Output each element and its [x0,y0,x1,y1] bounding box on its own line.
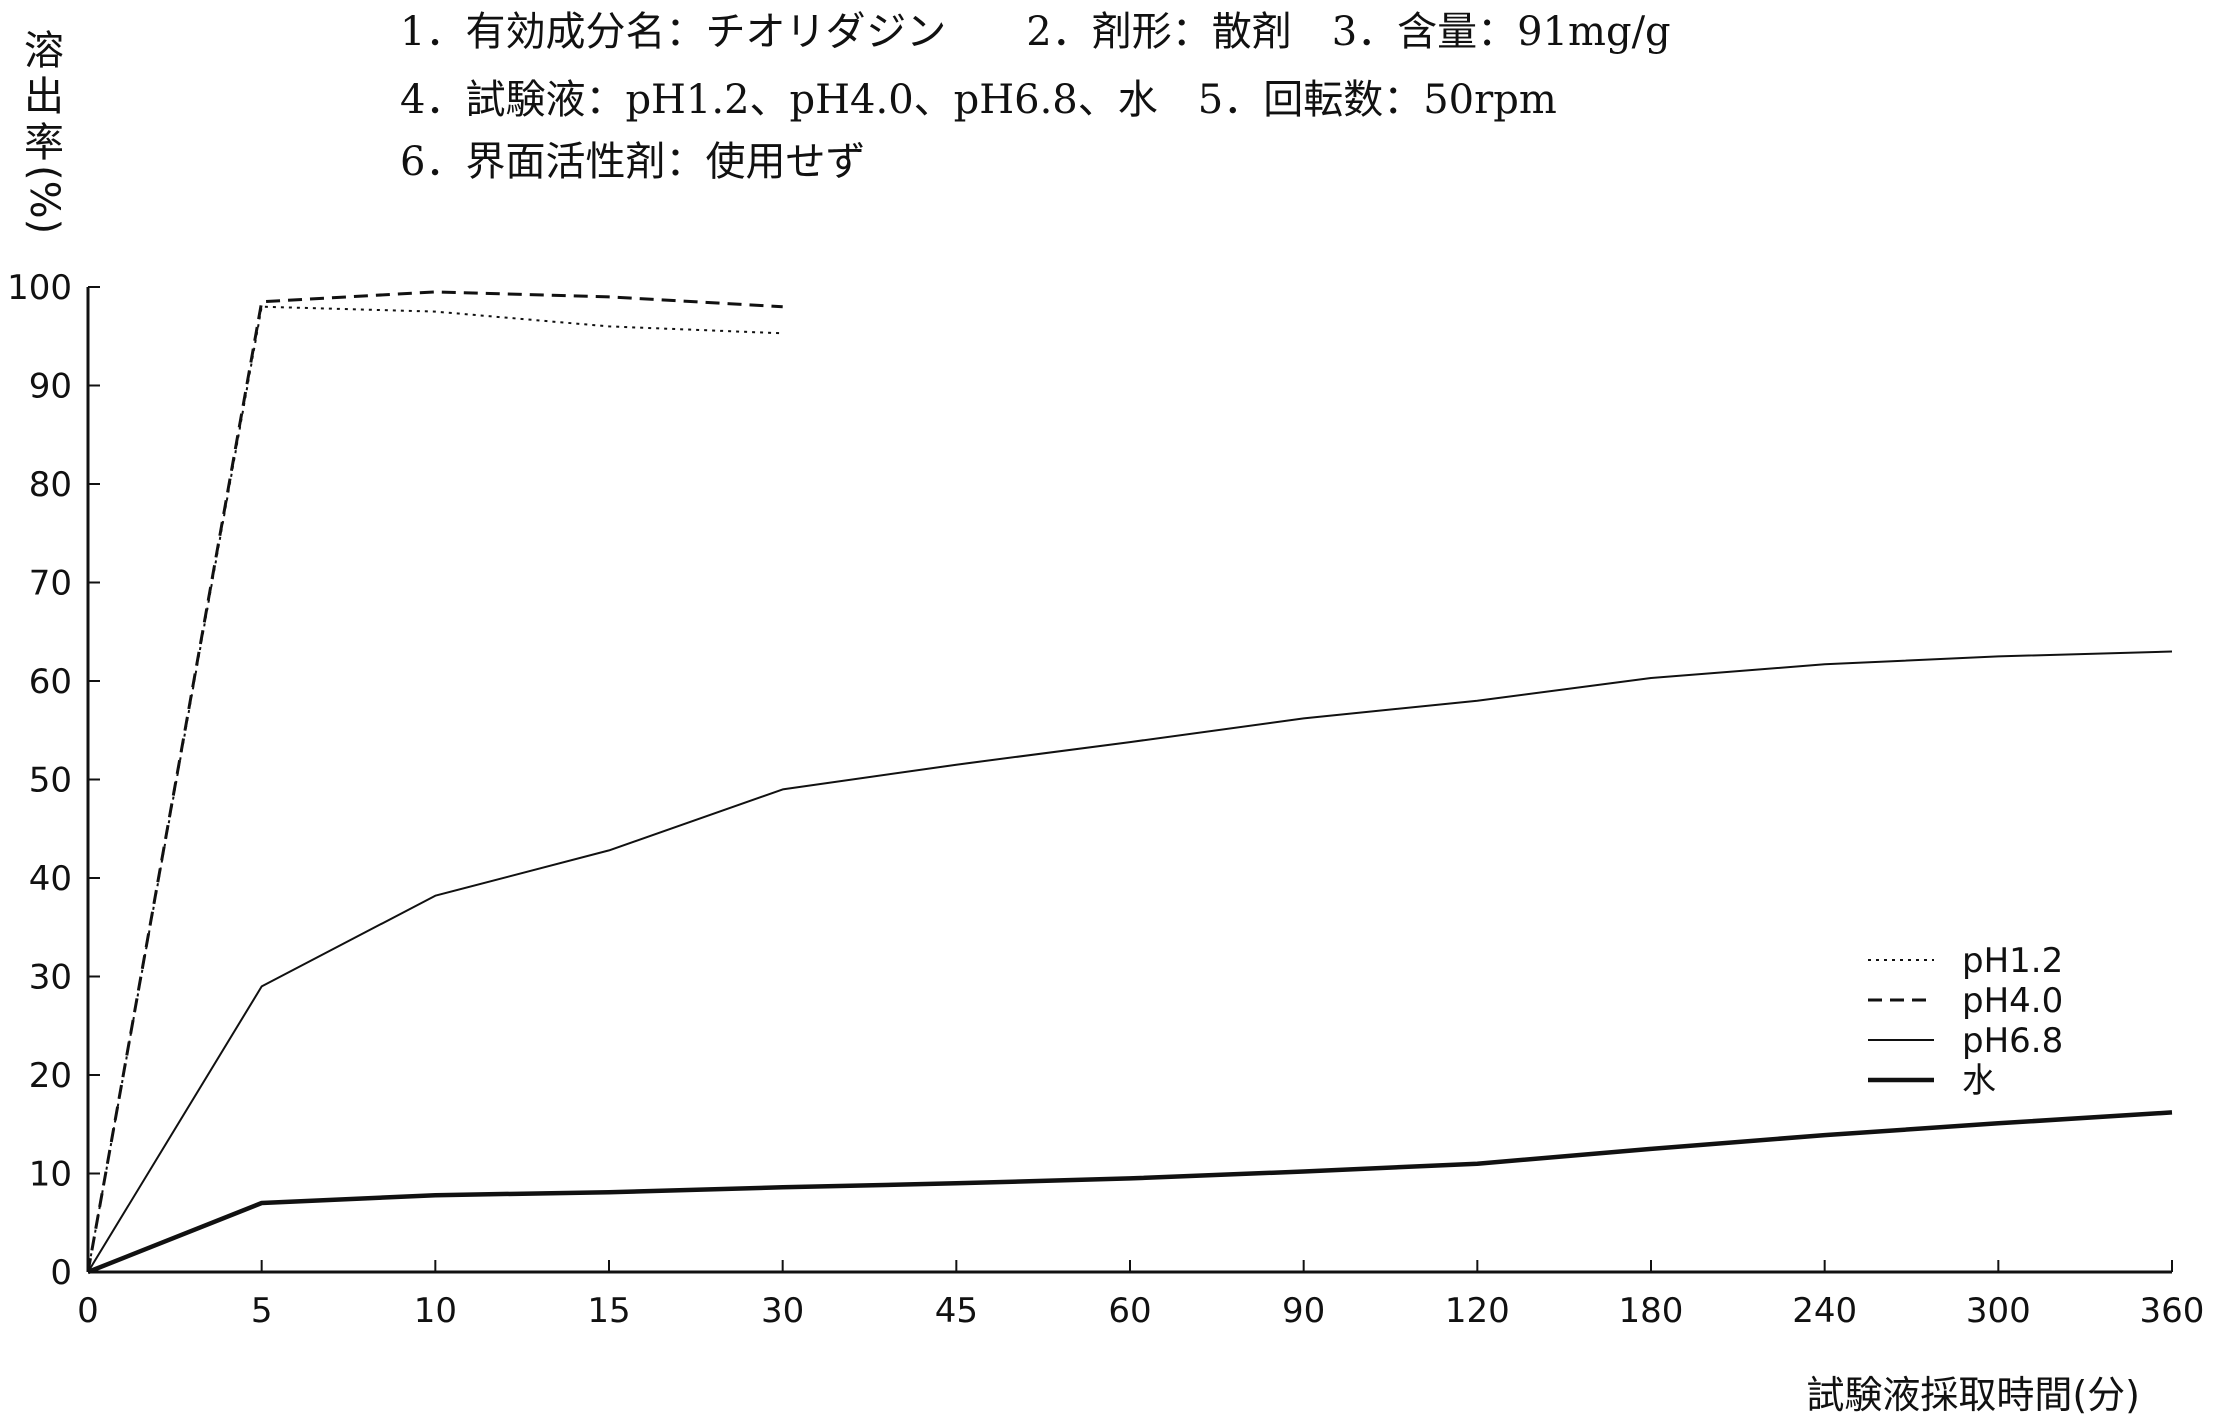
y-axis-label: 溶 出 率 (%) [20,28,68,234]
legend-label: pH4.0 [1962,981,2063,1021]
x-tick-label: 15 [587,1291,630,1331]
x-tick-label: 0 [77,1291,99,1331]
x-tick-label: 300 [1966,1291,2031,1331]
y-tick-label: 100 [7,268,72,308]
x-axis-label: 試験液採取時間(分) [1806,1373,2140,1417]
x-tick-label: 45 [935,1291,978,1331]
x-tick-label: 240 [1792,1291,1857,1331]
series-line-4 [87,1110,2173,1275]
y-tick-label: 20 [29,1056,72,1096]
series-line-2 [86,290,783,1273]
y-axis-label-char: 溶 [24,28,64,74]
y-tick-label: 60 [29,662,72,702]
x-tick-label: 30 [761,1291,804,1331]
x-tick-label: 360 [2140,1291,2205,1331]
condition-line-1: 1．有効成分名：チオリダジン 2．剤形：散剤 3．含量：91mg/g [400,9,1671,55]
chart-series [86,290,2173,1275]
x-tick-label: 180 [1619,1291,1684,1331]
x-tick-label: 90 [1282,1291,1325,1331]
x-tick-label: 120 [1445,1291,1510,1331]
chart-axes: 0 10 20 30 40 50 60 70 80 90 100 0 5 10 15 30 45 60 90 120 1… [7,268,2204,1331]
y-tick-label: 30 [29,958,72,998]
y-tick-label: 40 [29,859,72,899]
legend-label: 水 [1962,1061,1996,1101]
y-tick-label: 90 [29,367,72,407]
y-axis-label-char: 率 [24,120,64,166]
x-tick-label: 5 [251,1291,273,1331]
y-tick-label: 80 [29,465,72,505]
y-tick-label: 50 [29,761,72,801]
condition-line-2: 4．試験液：pH1.2、pH4.0、pH6.8、水 5．回転数：50rpm [400,77,1557,123]
legend-label: pH6.8 [1962,1021,2063,1061]
x-tick-label: 10 [414,1291,457,1331]
legend-label: pH1.2 [1962,941,2063,981]
series-line-3 [87,650,2173,1273]
y-axis-label-char: 出 [24,74,64,120]
y-tick-label: 0 [50,1253,72,1293]
condition-line-3: 6．界面活性剤：使用せず [400,139,866,185]
series-line-1 [87,305,783,1273]
y-tick-label: 70 [29,564,72,604]
x-tick-label: 60 [1108,1291,1151,1331]
y-tick-label: 10 [29,1155,72,1195]
